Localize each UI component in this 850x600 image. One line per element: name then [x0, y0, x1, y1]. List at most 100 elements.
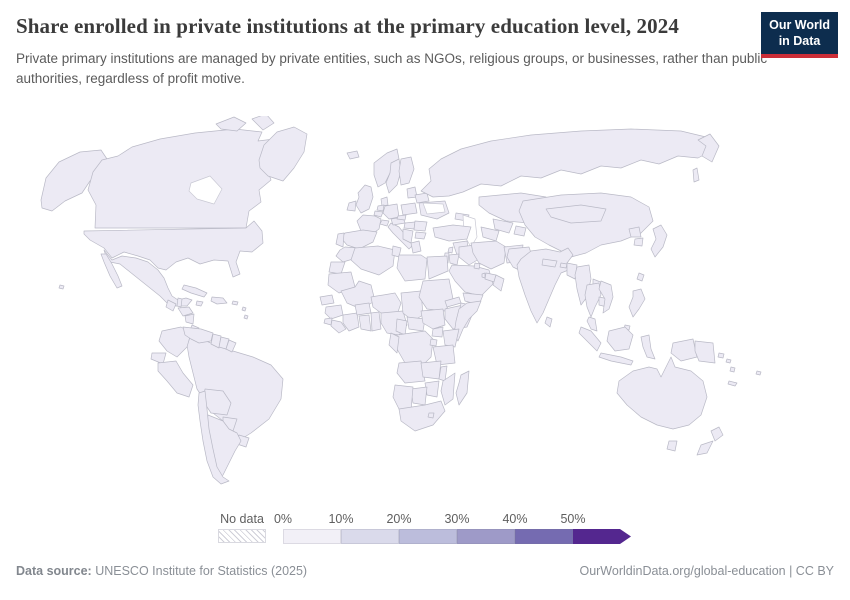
country-iceland[interactable]: [346, 150, 360, 160]
country-denmark[interactable]: [380, 196, 389, 207]
country-indonesia-sulawesi[interactable]: [640, 334, 656, 360]
country-mexico-baja[interactable]: [100, 253, 123, 289]
country-uganda[interactable]: [431, 326, 444, 338]
country-colombia[interactable]: [158, 326, 192, 358]
country-somalia[interactable]: [453, 300, 482, 342]
country-dominican-republic[interactable]: [210, 296, 228, 305]
country-guyana[interactable]: [210, 333, 222, 349]
country-senegal[interactable]: [319, 294, 335, 306]
country-new-caledonia[interactable]: [727, 380, 738, 387]
country-fiji[interactable]: [755, 370, 762, 376]
country-uzbekistan[interactable]: [492, 218, 514, 234]
country-peru[interactable]: [157, 360, 194, 398]
country-lebanon[interactable]: [447, 246, 454, 254]
country-turkey[interactable]: [432, 224, 472, 242]
country-russia-kamchatka[interactable]: [697, 133, 720, 163]
country-china[interactable]: [518, 192, 654, 258]
country-botswana[interactable]: [410, 386, 428, 406]
country-nepal[interactable]: [541, 258, 558, 268]
country-uk[interactable]: [355, 184, 374, 214]
country-angola[interactable]: [396, 360, 426, 384]
country-papua-new-guinea[interactable]: [694, 340, 716, 364]
legend-bin-20-30%[interactable]: [399, 529, 457, 544]
country-lesser-antilles1[interactable]: [241, 306, 247, 312]
country-kuwait[interactable]: [473, 262, 481, 270]
country-french-guiana[interactable]: [225, 339, 237, 353]
country-sweden[interactable]: [385, 158, 402, 194]
country-rwanda[interactable]: [429, 338, 438, 347]
country-cote-divoire[interactable]: [342, 312, 360, 332]
country-saudi-arabia[interactable]: [448, 264, 494, 297]
country-philippines[interactable]: [628, 288, 646, 318]
country-guinea[interactable]: [324, 304, 344, 320]
country-south-africa[interactable]: [398, 400, 446, 432]
country-usa-hawaii[interactable]: [58, 284, 65, 290]
country-canada[interactable]: [87, 128, 287, 229]
country-togo-benin[interactable]: [370, 311, 382, 332]
country-lesser-antilles2[interactable]: [243, 314, 249, 320]
country-canada-arctic1[interactable]: [215, 116, 247, 132]
country-poland[interactable]: [400, 202, 418, 216]
country-madagascar[interactable]: [455, 370, 470, 406]
legend-bin-30-40%[interactable]: [457, 529, 515, 544]
legend-bin-50%+[interactable]: [573, 529, 631, 544]
country-nicaragua[interactable]: [184, 313, 195, 325]
legend-bin-10-20%[interactable]: [341, 529, 399, 544]
country-egypt[interactable]: [426, 255, 449, 280]
country-germany[interactable]: [382, 203, 400, 220]
country-italy[interactable]: [387, 222, 414, 250]
country-new-zealand-north[interactable]: [710, 426, 724, 442]
country-new-zealand-south[interactable]: [696, 440, 714, 456]
country-india[interactable]: [516, 247, 574, 324]
country-liberia[interactable]: [330, 319, 347, 334]
country-solomon-islands2[interactable]: [725, 358, 732, 364]
country-belgium[interactable]: [373, 210, 384, 218]
country-zambia[interactable]: [420, 360, 442, 380]
country-indonesia-borneo[interactable]: [606, 326, 634, 352]
country-sierra-leone[interactable]: [323, 317, 333, 326]
country-spain[interactable]: [340, 229, 378, 250]
country-japan[interactable]: [650, 224, 668, 258]
country-north-korea[interactable]: [628, 226, 642, 238]
country-kenya[interactable]: [442, 328, 460, 348]
country-russia-sakhalin[interactable]: [692, 167, 700, 183]
owid-logo[interactable]: Our World in Data: [761, 12, 838, 59]
country-western-sahara[interactable]: [328, 261, 346, 275]
legend-no-data[interactable]: No data: [218, 512, 266, 543]
country-bhutan[interactable]: [559, 262, 568, 269]
country-qatar[interactable]: [481, 272, 486, 279]
country-taiwan[interactable]: [636, 272, 645, 282]
country-bulgaria[interactable]: [414, 231, 427, 240]
country-oman[interactable]: [492, 274, 505, 292]
country-solomon-islands1[interactable]: [717, 352, 725, 359]
country-russia[interactable]: [420, 128, 716, 198]
country-jordan[interactable]: [448, 253, 460, 266]
country-mexico[interactable]: [103, 249, 193, 307]
country-portugal[interactable]: [335, 232, 345, 248]
country-jamaica[interactable]: [195, 300, 204, 307]
country-australia-tasmania[interactable]: [666, 440, 678, 452]
country-sri-lanka[interactable]: [544, 316, 553, 328]
country-chile[interactable]: [197, 390, 230, 485]
country-indonesia-java[interactable]: [598, 352, 634, 366]
country-guatemala[interactable]: [165, 299, 177, 312]
country-venezuela[interactable]: [182, 326, 214, 344]
country-czechia[interactable]: [396, 214, 407, 221]
country-mongolia[interactable]: [545, 204, 607, 224]
country-algeria[interactable]: [350, 245, 396, 276]
legend-bin-40-50%[interactable]: [515, 529, 573, 544]
country-south-korea[interactable]: [633, 237, 644, 247]
country-belarus[interactable]: [414, 192, 430, 204]
country-canada-arctic2[interactable]: [251, 116, 275, 131]
country-indonesia-papua[interactable]: [670, 338, 698, 362]
country-ghana[interactable]: [358, 314, 372, 332]
country-hungary[interactable]: [403, 221, 416, 230]
country-puerto-rico[interactable]: [231, 300, 239, 306]
country-greenland[interactable]: [258, 126, 308, 182]
country-malaysia[interactable]: [586, 316, 598, 332]
country-mali[interactable]: [340, 280, 376, 310]
country-ireland[interactable]: [346, 200, 357, 212]
country-cuba[interactable]: [181, 284, 208, 298]
country-tanzania[interactable]: [432, 344, 456, 366]
country-congo-gabon[interactable]: [388, 332, 400, 354]
